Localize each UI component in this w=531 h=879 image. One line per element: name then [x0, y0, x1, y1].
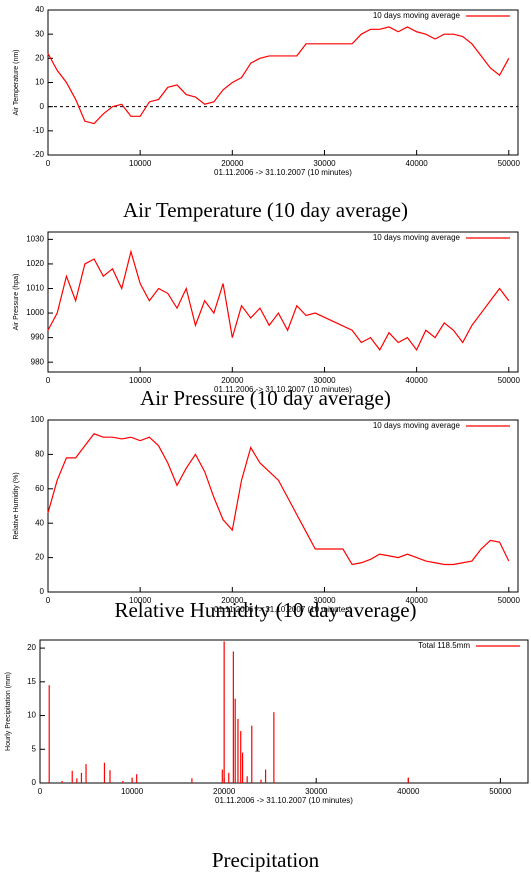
y-tick-label: 5	[32, 744, 37, 753]
x-axis-label: 01.11.2006 -> 31.10.2007 (10 minutes)	[215, 796, 353, 805]
y-axis-label: Relative Humidity (%)	[13, 472, 20, 539]
plot-frame	[47, 419, 519, 593]
y-tick-label: 40	[35, 5, 44, 14]
chart-title: Relative Humidity (10 day average)	[114, 598, 416, 622]
series-line	[47, 249, 510, 352]
x-tick-label: 50000	[498, 376, 521, 385]
x-tick-label: 30000	[313, 376, 336, 385]
y-axis-label: Air Temperature (nm)	[13, 49, 20, 115]
x-tick-label: 30000	[313, 159, 336, 168]
x-tick-label: 10000	[129, 159, 152, 168]
y-tick-label: 15	[27, 677, 36, 686]
y-tick-label: 1010	[26, 284, 44, 293]
chart-title: Precipitation	[212, 848, 320, 872]
y-tick-label: 990	[31, 333, 45, 342]
legend-label: 10 days moving average	[373, 421, 461, 430]
x-tick-label: 50000	[498, 159, 521, 168]
y-tick-label: 100	[31, 415, 45, 424]
legend-label: 10 days moving average	[373, 11, 461, 20]
y-tick-label: 980	[31, 357, 45, 366]
plot-frame	[47, 231, 519, 373]
plot-frame	[47, 9, 519, 156]
y-tick-label: 20	[35, 53, 44, 62]
y-tick-label: 40	[35, 518, 44, 527]
x-tick-label: 40000	[406, 159, 429, 168]
x-tick-label: 20000	[221, 376, 244, 385]
x-axis-label: 01.11.2006 -> 31.10.2007 (10 minutes)	[214, 385, 352, 394]
y-tick-label: 0	[32, 778, 37, 787]
x-tick-label: 50000	[498, 596, 521, 605]
chart-title: Air Pressure (10 day average)	[140, 386, 391, 410]
chart-title: Air Temperature (10 day average)	[123, 198, 408, 222]
y-axis-label: Air Pressure (hpa)	[13, 274, 20, 331]
x-tick-label: 40000	[406, 376, 429, 385]
y-tick-label: 80	[35, 450, 44, 459]
x-axis-label: 01.11.2006 -> 31.10.2007 (10 minutes)	[214, 168, 352, 177]
series-line	[47, 26, 510, 125]
x-tick-label: 0	[46, 159, 51, 168]
y-tick-label: -10	[32, 126, 44, 135]
x-tick-label: 40000	[397, 787, 420, 796]
legend-label: 10 days moving average	[373, 233, 461, 242]
x-tick-label: 40000	[406, 596, 429, 605]
plot-frame	[39, 639, 529, 784]
y-tick-label: 10	[27, 711, 36, 720]
y-tick-label: 1000	[26, 308, 44, 317]
x-tick-label: 0	[46, 376, 51, 385]
x-tick-label: 20000	[221, 159, 244, 168]
y-tick-label: 10	[35, 78, 44, 87]
legend-label: Total 118.5mm	[418, 641, 470, 650]
x-tick-label: 10000	[129, 596, 152, 605]
y-tick-label: 1030	[26, 234, 44, 243]
x-tick-label: 20000	[213, 787, 236, 796]
y-tick-label: 1020	[26, 259, 44, 268]
y-tick-label: 30	[35, 29, 44, 38]
x-tick-label: 30000	[305, 787, 328, 796]
series-line	[47, 433, 510, 566]
x-tick-label: 0	[46, 596, 51, 605]
x-tick-label: 50000	[489, 787, 512, 796]
x-tick-label: 20000	[221, 596, 244, 605]
y-axis-label: Hourly Precipitation (mm)	[5, 672, 12, 751]
y-tick-label: 60	[35, 484, 44, 493]
y-tick-label: 20	[27, 643, 36, 652]
y-tick-label: 0	[40, 102, 45, 111]
y-tick-label: -20	[32, 150, 44, 159]
x-tick-label: 0	[38, 787, 43, 796]
x-tick-label: 10000	[129, 376, 152, 385]
x-axis-label: 01.11.2006 -> 31.10.2007 (10 minutes)	[214, 605, 352, 614]
y-tick-label: 0	[40, 587, 45, 596]
y-tick-label: 20	[35, 553, 44, 562]
x-tick-label: 10000	[121, 787, 144, 796]
x-tick-label: 30000	[313, 596, 336, 605]
